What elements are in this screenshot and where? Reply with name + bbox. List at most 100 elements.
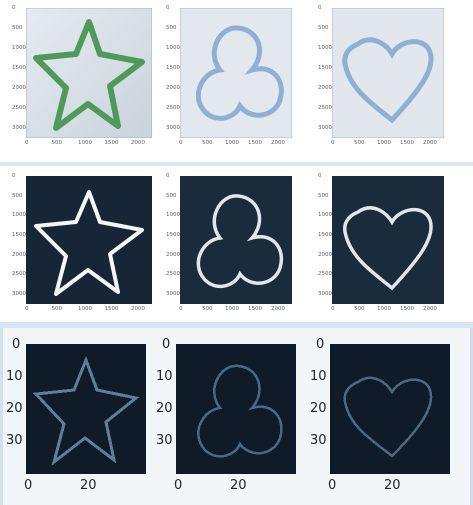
row3-panel1-y-tick-1: 10 xyxy=(156,369,173,384)
row2-panel1-x-tick-0: 0 xyxy=(179,306,183,312)
row1-panel2-x-tick-0: 0 xyxy=(331,140,335,146)
row1-panel0-x-tick-4: 2000 xyxy=(131,140,145,146)
row2-panel0-x-tick-3: 1500 xyxy=(104,306,119,312)
row2-panel1-y-tick-3: 1500 xyxy=(166,232,180,238)
row3-panel1-x-tick-0: 0 xyxy=(174,478,183,493)
panel-star-pixel xyxy=(26,344,146,474)
row1-panel1-x-tick-0: 0 xyxy=(179,140,183,146)
row3-panel1-x-tick-1: 20 xyxy=(230,478,247,493)
star-pixel-shape xyxy=(32,355,140,466)
star-edge-shape xyxy=(34,190,144,296)
row2-panel0-x-tick-1: 500 xyxy=(51,306,63,312)
row1-panel1-y-tick-0: 0 xyxy=(166,5,170,11)
row1-panel0-y-tick-1: 500 xyxy=(12,25,23,31)
row1-panel1-x-tick-4: 2000 xyxy=(271,140,285,146)
row1-panel0-x-tick-3: 1500 xyxy=(104,140,119,146)
row3-panel0-y-tick-1: 10 xyxy=(6,369,23,384)
row3-panel1-y-tick-0: 0 xyxy=(162,337,171,352)
row1-panel0-x-tick-2: 1000 xyxy=(78,140,92,146)
row2-panel1-y-tick-5: 2500 xyxy=(166,271,180,278)
row1-panel2-y-tick-3: 1500 xyxy=(318,65,332,71)
row1-panel2-y-tick-0: 0 xyxy=(318,5,322,11)
trefoil-pixel-shape xyxy=(197,364,283,458)
row1-panel0-y-tick-2: 1000 xyxy=(12,45,26,51)
row2-panel2-y-tick-6: 3000 xyxy=(318,291,332,297)
row1-panel0-y-tick-3: 1500 xyxy=(12,65,26,71)
row2-panel1-y-tick-4: 2000 xyxy=(166,251,180,258)
row1-panel1-y-tick-6: 3000 xyxy=(166,125,180,131)
row2-panel1-x-tick-4: 2000 xyxy=(271,306,285,312)
row1-panel1-y-tick-5: 2500 xyxy=(166,105,180,111)
heart-edge-shape xyxy=(343,206,433,291)
row2-panel0-x-tick-0: 0 xyxy=(25,306,29,312)
row3-panel2-y-tick-1: 10 xyxy=(310,369,327,384)
row2-panel2-y-tick-3: 1500 xyxy=(318,232,332,238)
row1-panel0-x-tick-1: 500 xyxy=(51,140,63,146)
row2-panel1-y-tick-0: 0 xyxy=(166,173,170,179)
panel-heart-threshold xyxy=(332,176,444,304)
row1-panel2-x-tick-1: 500 xyxy=(354,140,365,146)
row1-panel0-y-tick-0: 0 xyxy=(12,5,16,11)
row2-panel2-y-tick-0: 0 xyxy=(318,173,322,179)
panel-trefoil-photo xyxy=(180,8,292,138)
panel-heart-photo xyxy=(332,8,444,138)
row1-panel2-x-tick-3: 1500 xyxy=(400,140,414,146)
row2-panel2-x-tick-2: 1000 xyxy=(377,306,391,312)
row2-panel0-y-tick-5: 2500 xyxy=(12,271,26,278)
row1-panel2-x-tick-4: 2000 xyxy=(423,140,437,146)
row2-panel2-y-tick-2: 1000 xyxy=(318,212,332,219)
row2-panel1-y-tick-1: 500 xyxy=(166,192,177,199)
panel-heart-pixel xyxy=(330,344,450,474)
row2-panel2-y-tick-5: 2500 xyxy=(318,271,332,278)
row2-panel0-y-tick-3: 1500 xyxy=(12,232,26,238)
row3-panel0-x-tick-0: 0 xyxy=(24,478,33,493)
row2-panel0-x-tick-4: 2000 xyxy=(131,306,145,312)
row3-panel0-y-tick-2: 20 xyxy=(6,401,23,416)
row2-panel1-y-tick-2: 1000 xyxy=(166,212,180,219)
row1-panel2-y-tick-1: 500 xyxy=(318,25,329,31)
row3-panel1-y-tick-2: 20 xyxy=(156,401,173,416)
row2-panel2-x-tick-1: 500 xyxy=(354,306,365,312)
panel-trefoil-threshold xyxy=(180,176,292,304)
row1-panel1-y-tick-2: 1000 xyxy=(166,45,180,51)
row2-panel0-y-tick-0: 0 xyxy=(12,173,16,179)
trefoil-shape xyxy=(195,25,284,121)
row2-panel1-x-tick-1: 500 xyxy=(202,306,213,312)
row3-panel2-x-tick-0: 0 xyxy=(328,478,337,493)
row2-panel1-x-tick-2: 1000 xyxy=(225,306,239,312)
heart-shape xyxy=(342,37,434,124)
row1-panel1-y-tick-3: 1500 xyxy=(166,65,180,71)
row3-panel0-y-tick-0: 0 xyxy=(12,337,21,352)
row3-panel0-x-tick-1: 20 xyxy=(80,478,97,493)
panel-star-threshold xyxy=(26,176,152,304)
row1-panel2-y-tick-4: 2000 xyxy=(318,85,332,91)
row1-panel1-x-tick-2: 1000 xyxy=(225,140,239,146)
panel-trefoil-pixel xyxy=(176,344,296,474)
row3-panel0-y-tick-3: 30 xyxy=(6,433,23,448)
row1-panel1-x-tick-3: 1500 xyxy=(248,140,262,146)
heart-pixel-shape xyxy=(343,376,433,458)
row2-panel0-x-tick-2: 1000 xyxy=(78,306,92,312)
row2-panel2-x-tick-4: 2000 xyxy=(423,306,437,312)
row1-panel2-y-tick-6: 3000 xyxy=(318,125,332,131)
row1-panel1-y-tick-4: 2000 xyxy=(166,85,180,91)
panel-star-photo xyxy=(26,8,152,138)
row1-panel1-x-tick-1: 500 xyxy=(202,140,213,146)
row2-panel2-x-tick-0: 0 xyxy=(331,306,335,312)
row2-panel0-y-tick-4: 2000 xyxy=(12,251,26,258)
star-shape xyxy=(33,19,145,131)
row2-panel2-y-tick-1: 500 xyxy=(318,192,329,199)
row1-panel0-y-tick-5: 2500 xyxy=(12,105,26,111)
row3-panel2-x-tick-1: 20 xyxy=(384,478,401,493)
row2-panel1-y-tick-6: 3000 xyxy=(166,291,180,297)
row1-panel0-x-tick-0: 0 xyxy=(25,140,29,146)
row2-panel2-x-tick-3: 1500 xyxy=(400,306,414,312)
row3-panel2-y-tick-3: 30 xyxy=(310,433,327,448)
row2-panel1-x-tick-3: 1500 xyxy=(248,306,262,312)
row1-panel2-y-tick-2: 1000 xyxy=(318,45,332,51)
row2-panel0-y-tick-1: 500 xyxy=(12,192,23,199)
row2-panel0-y-tick-2: 1000 xyxy=(12,212,26,219)
row1-panel1-y-tick-1: 500 xyxy=(166,25,177,31)
row1-panel2-y-tick-5: 2500 xyxy=(318,105,332,111)
row3-panel2-y-tick-2: 20 xyxy=(310,401,327,416)
